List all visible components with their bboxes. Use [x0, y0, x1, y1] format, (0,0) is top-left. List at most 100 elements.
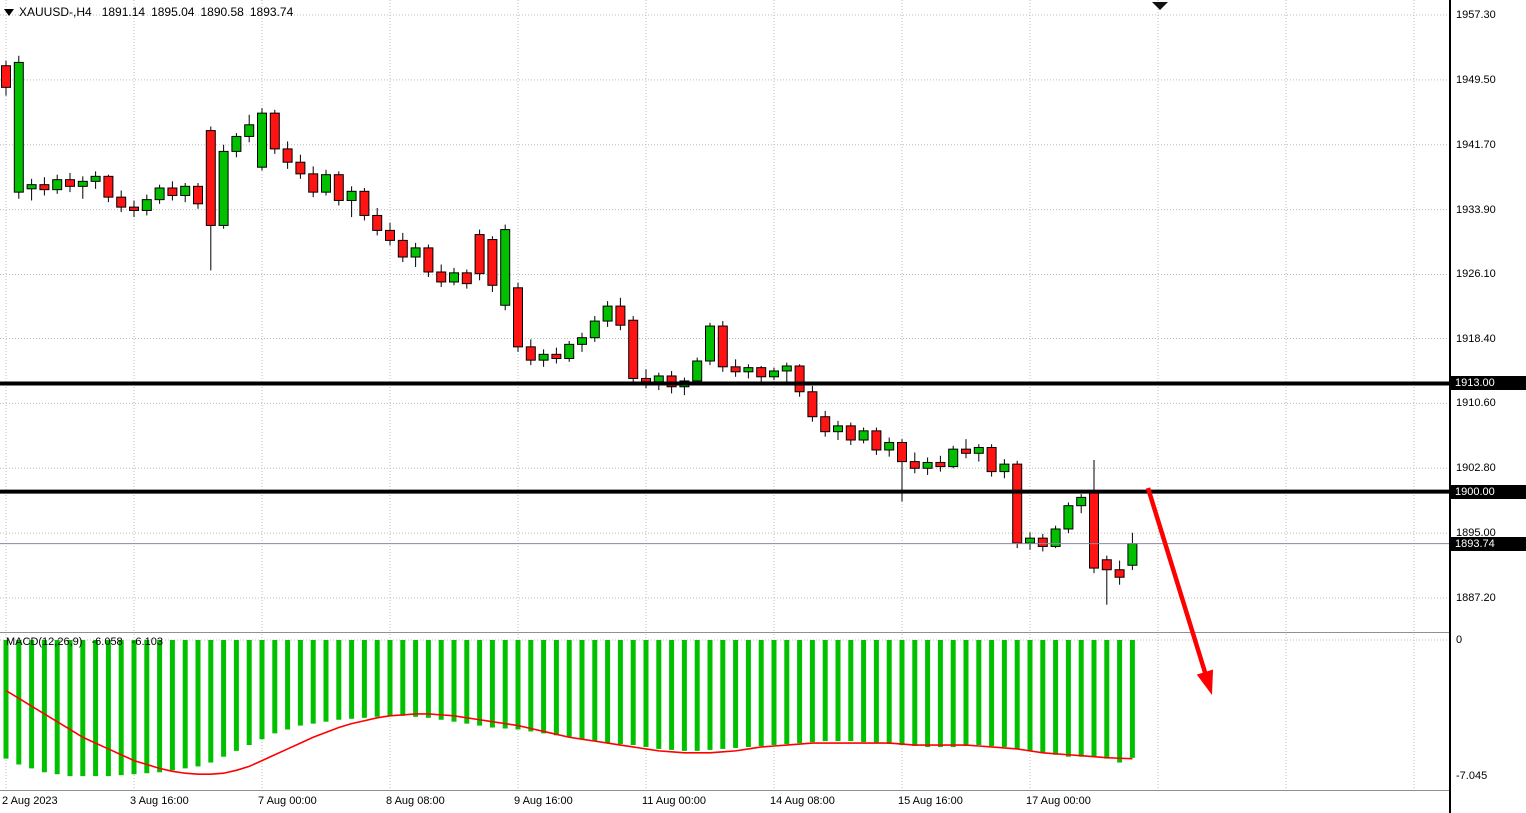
- time-tick-label: 11 Aug 00:00: [642, 795, 707, 807]
- macd-bar: [502, 640, 508, 729]
- macd-bar: [1129, 640, 1135, 758]
- hline-price-tag: 1900.00: [1451, 484, 1526, 499]
- time-tick-label: 3 Aug 16:00: [130, 795, 189, 807]
- macd-bar: [400, 640, 406, 716]
- time-axis-divider: [0, 790, 1526, 791]
- macd-bar: [477, 640, 483, 726]
- macd-bar: [733, 640, 739, 748]
- bear-candle-body: [909, 461, 920, 469]
- bear-candle-body: [39, 184, 50, 191]
- bear-candle-body: [295, 161, 306, 175]
- bull-candle-body: [180, 185, 191, 196]
- macd-bar: [592, 640, 598, 742]
- price-tick-label: 1949.50: [1456, 73, 1496, 86]
- bear-candle-body: [65, 179, 75, 187]
- macd-bar: [1014, 640, 1020, 749]
- macd-bar: [1065, 640, 1071, 757]
- macd-bar: [937, 640, 943, 747]
- quote-open: 1891.14: [101, 5, 146, 19]
- macd-bar: [349, 640, 355, 719]
- bull-candle-body: [948, 448, 959, 468]
- bear-candle-body: [116, 196, 127, 208]
- price-tick-label: 1933.90: [1456, 203, 1496, 216]
- bear-candle-body: [935, 461, 946, 468]
- bear-candle-body: [756, 367, 767, 378]
- macd-bar: [681, 640, 687, 751]
- bull-candle-body: [77, 180, 88, 187]
- chart-shift-marker-icon[interactable]: [1152, 2, 1168, 10]
- macd-bar: [413, 640, 419, 717]
- bull-candle-body: [884, 441, 895, 451]
- price-tick-label: 1941.70: [1456, 138, 1496, 151]
- macd-bar: [835, 640, 841, 742]
- bull-candle-body: [743, 367, 754, 373]
- macd-bar: [925, 640, 931, 747]
- macd-bar: [41, 640, 47, 773]
- macd-bar: [285, 640, 291, 730]
- macd-bar: [169, 640, 175, 771]
- bear-candle-body: [282, 148, 293, 163]
- macd-bar: [16, 640, 22, 765]
- bull-candle-body: [90, 175, 101, 182]
- macd-bar: [630, 640, 636, 746]
- macd-bar: [157, 640, 163, 773]
- macd-bar: [912, 640, 918, 747]
- macd-bar: [579, 640, 585, 740]
- bear-candle-body: [103, 175, 114, 198]
- candle-series: [1, 55, 1138, 605]
- price-tick-label: 1887.20: [1456, 592, 1496, 605]
- indicator-panel-divider[interactable]: [0, 632, 1526, 633]
- macd-indicator-label: MACD(12,26,9) -6.058 -6.103: [6, 636, 169, 648]
- macd-bar: [451, 640, 457, 722]
- macd-bar: [515, 640, 521, 730]
- bear-candle-body: [474, 234, 485, 275]
- bear-candle-body: [551, 353, 562, 359]
- bear-candle-body: [897, 441, 907, 463]
- macd-bar: [221, 640, 227, 757]
- macd-bar: [29, 640, 35, 769]
- bull-candle-body: [705, 325, 715, 362]
- time-axis[interactable]: 2 Aug 2023 3 Aug 16:00 7 Aug 00:00 8 Aug 08…: [0, 791, 1449, 813]
- bear-candle-body: [1037, 537, 1048, 547]
- macd-indicator-panel[interactable]: [0, 632, 1449, 790]
- macd-bar: [873, 640, 879, 744]
- macd-bar: [297, 640, 303, 726]
- candlestick-chart[interactable]: [0, 0, 1449, 632]
- bear-candle-body: [167, 187, 178, 196]
- bear-candle-body: [423, 247, 434, 273]
- macd-bar: [361, 640, 367, 718]
- macd-bar: [758, 640, 764, 747]
- macd-bar: [963, 640, 969, 747]
- bear-candle-body: [986, 446, 997, 473]
- time-tick-label: 17 Aug 00:00: [1026, 795, 1091, 807]
- macd-bar: [233, 640, 239, 751]
- price-axis[interactable]: 1957.30 1949.50 1941.70 1933.90 1926.10 1918.…: [1449, 0, 1526, 813]
- bull-candle-body: [922, 461, 933, 469]
- bear-candle-body: [641, 377, 651, 383]
- macd-bar: [131, 640, 137, 775]
- price-tick-label: 1957.30: [1456, 9, 1496, 21]
- macd-bar: [950, 640, 956, 747]
- bull-candle-body: [449, 272, 459, 283]
- bear-candle-body: [807, 391, 818, 418]
- bull-candle-body: [500, 229, 511, 306]
- price-tick-label: 1902.80: [1456, 462, 1496, 475]
- macd-bar: [899, 640, 905, 746]
- macd-bar: [720, 640, 726, 749]
- bear-candle-body: [436, 271, 447, 283]
- bear-candle-body: [615, 305, 626, 326]
- macd-bar: [54, 640, 60, 775]
- time-tick-label: 8 Aug 08:00: [386, 795, 445, 807]
- bull-candle-body: [218, 150, 229, 226]
- bear-candle-body: [333, 174, 344, 201]
- macd-bar: [387, 640, 393, 716]
- macd-bar: [259, 640, 265, 740]
- bear-candle-body: [372, 214, 383, 231]
- bear-candle-body: [308, 173, 319, 193]
- macd-bar: [809, 640, 815, 743]
- macd-name: MACD(12,26,9): [6, 636, 83, 648]
- bull-candle-body: [602, 305, 613, 322]
- macd-bar: [989, 640, 995, 747]
- macd-bar: [797, 640, 803, 744]
